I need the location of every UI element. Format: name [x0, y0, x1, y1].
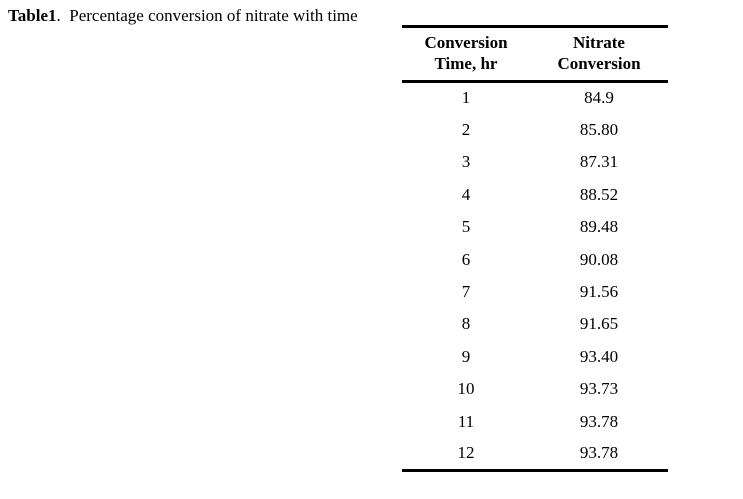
conversion-cell: 85.80 [579, 120, 619, 140]
table-row: 6 90.08 [402, 243, 668, 275]
table-caption-label: Table1 [8, 6, 57, 25]
time-cell: 9 [461, 346, 471, 366]
table-caption-text: . Percentage conversion of nitrate with … [56, 6, 358, 25]
column-header-time-line1: Conversion [424, 33, 508, 52]
column-header-time-line2: Time, hr [434, 54, 498, 73]
table-row: 4 88.52 [402, 179, 668, 211]
table-row: 12 93.78 [402, 438, 668, 470]
conversion-cell: 93.73 [579, 379, 619, 399]
column-header-conversion-line1: Nitrate [573, 33, 625, 52]
time-cell: 4 [461, 184, 471, 204]
conversion-cell: 87.31 [579, 152, 619, 172]
conversion-cell: 91.65 [579, 314, 619, 334]
time-cell: 12 [457, 443, 475, 463]
conversion-cell: 91.56 [579, 282, 619, 302]
table-row: 5 89.48 [402, 211, 668, 243]
conversion-cell: 93.40 [579, 346, 619, 366]
time-cell: 3 [461, 152, 471, 172]
conversion-cell: 88.52 [579, 184, 619, 204]
column-header-conversion: Nitrate Conversion [530, 26, 668, 83]
time-cell: 2 [461, 120, 471, 140]
table-row: 8 91.65 [402, 308, 668, 340]
conversion-cell: 84.9 [584, 88, 614, 108]
time-cell: 10 [457, 379, 475, 399]
table-caption: Table1. Percentage conversion of nitrate… [8, 5, 358, 27]
conversion-cell: 90.08 [579, 249, 619, 269]
table-row: 10 93.73 [402, 373, 668, 405]
table-row: 2 85.80 [402, 114, 668, 146]
table-row: 3 87.31 [402, 146, 668, 178]
column-header-time: Conversion Time, hr [402, 26, 530, 83]
time-cell: 11 [457, 411, 475, 431]
time-cell: 7 [461, 282, 471, 302]
table-row: 1 84.9 [402, 82, 668, 114]
time-cell: 8 [461, 314, 471, 334]
column-header-conversion-line2: Conversion [557, 54, 641, 73]
nitrate-conversion-table: Conversion Time, hr Nitrate Conversion 1 8… [402, 25, 668, 472]
header-row: Conversion Time, hr Nitrate Conversion [402, 26, 668, 83]
conversion-cell: 89.48 [579, 217, 619, 237]
table-row: 7 91.56 [402, 276, 668, 308]
conversion-cell: 93.78 [579, 411, 619, 431]
table-row: 11 93.78 [402, 405, 668, 437]
table-row: 9 93.40 [402, 341, 668, 373]
time-cell: 6 [461, 249, 471, 269]
conversion-cell: 93.78 [579, 443, 619, 463]
time-cell: 5 [461, 217, 471, 237]
time-cell: 1 [461, 88, 471, 108]
